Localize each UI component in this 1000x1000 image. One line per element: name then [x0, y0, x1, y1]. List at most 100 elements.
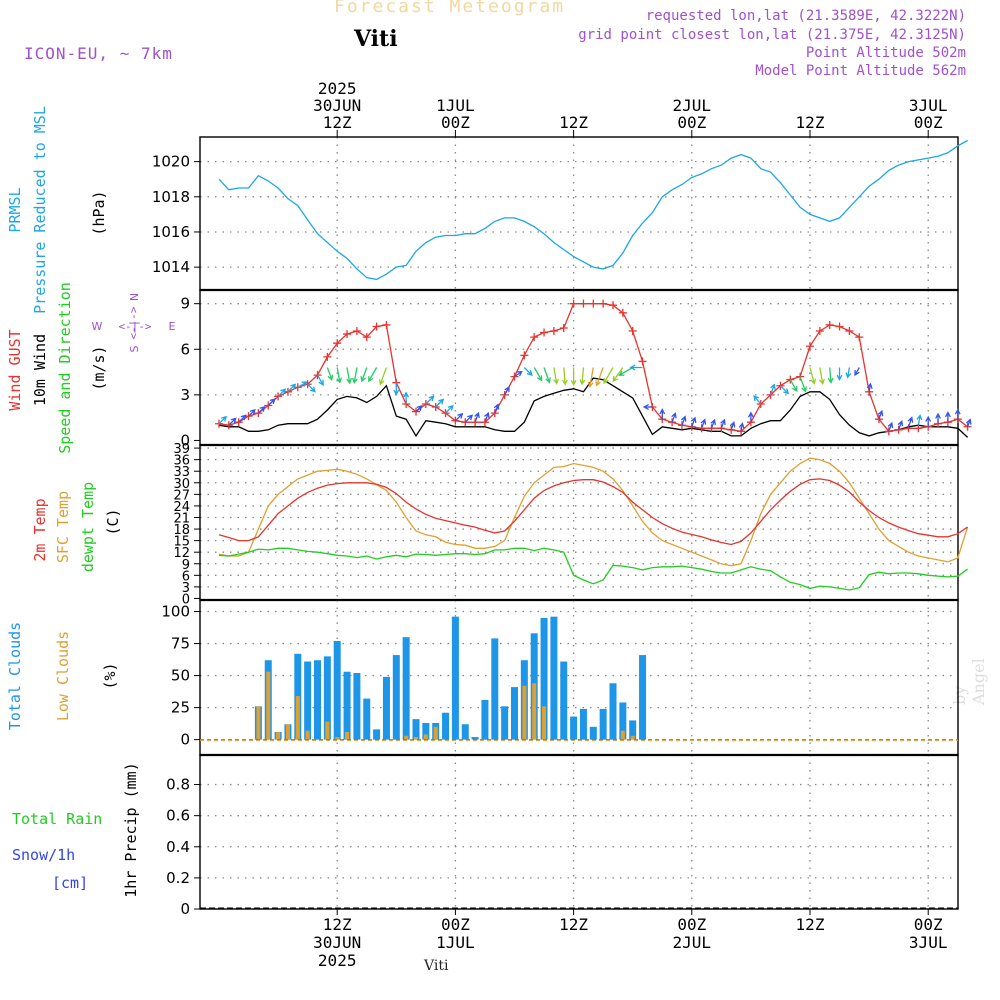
- precip-panel: 0.8 0.6 0.4 0.2 0: [166, 754, 959, 918]
- wind-arrow: [533, 367, 543, 382]
- top-time-label: 00Z: [677, 113, 706, 132]
- sfc-temp-line: [218, 457, 969, 567]
- wind-arrow: [659, 408, 666, 420]
- precip-frame: [199, 754, 959, 910]
- total-cloud-bar: [481, 699, 489, 740]
- dewpt-line: [218, 547, 968, 591]
- wind-arrow: [403, 391, 410, 404]
- wind-arrow: [612, 367, 624, 383]
- low-cloud-bar: [256, 706, 261, 740]
- low-cloud-bar: [325, 721, 330, 740]
- gust-marker: [599, 299, 608, 308]
- gust-marker: [461, 418, 470, 427]
- temp-2m-label: 2m Temp: [31, 498, 49, 561]
- top-time-label: 1JUL: [436, 96, 475, 115]
- low-cloud-bar: [522, 685, 527, 740]
- temp-ytick-label: 6: [182, 569, 190, 584]
- wind-arrow: [642, 404, 653, 410]
- total-cloud-bar: [599, 708, 607, 740]
- temp-ytick-label: 3: [182, 581, 190, 596]
- gust-marker: [362, 333, 371, 342]
- wind-arrow: [789, 379, 798, 393]
- wind-arrow: [561, 367, 568, 386]
- precip-ytick-label: 0.8: [166, 776, 190, 794]
- wind-arrow: [747, 411, 754, 423]
- pressure-label-prmsl: PRMSL: [6, 187, 24, 232]
- total-cloud-bar: [540, 617, 548, 740]
- total-cloud-bar: [501, 706, 509, 740]
- temp-ytick-label: 12: [173, 546, 190, 561]
- wind-arrow: [445, 404, 454, 414]
- wind-arrow: [378, 367, 388, 386]
- total-cloud-bar: [363, 698, 371, 740]
- total-cloud-bar: [343, 671, 351, 740]
- bottom-time-label: 3JUL: [909, 933, 948, 952]
- wind-arrow: [710, 418, 716, 429]
- top-time-label: 2025: [318, 79, 357, 98]
- clouds-ytick-label: 100: [161, 603, 190, 621]
- pressure-ytick-label: 1020: [152, 153, 190, 171]
- total-cloud-bar: [511, 687, 518, 740]
- total-cloud-bar: [589, 726, 597, 740]
- temp-ytick-label: 36: [173, 454, 190, 469]
- total-cloud-bar: [639, 655, 647, 740]
- low-cloud-bar: [295, 696, 300, 740]
- top-time-label: 2JUL: [673, 96, 712, 115]
- gust-marker: [352, 327, 361, 336]
- wind-arrow: [543, 367, 551, 384]
- low-cloud-bar: [414, 737, 418, 740]
- model-altitude: Model Point Altitude 562m: [755, 63, 966, 79]
- gust-marker: [540, 328, 549, 337]
- total-cloud-bar: [451, 616, 459, 740]
- gust-marker: [549, 327, 558, 336]
- wind-arrow: [297, 381, 308, 388]
- gust-marker: [569, 299, 578, 308]
- wind-arrow: [346, 367, 353, 385]
- total-cloud-bar: [442, 712, 450, 740]
- location-title: Viti: [354, 26, 398, 52]
- wind-arrow: [351, 367, 358, 385]
- gust-marker: [845, 327, 854, 336]
- gust-marker: [215, 419, 223, 428]
- clouds-ytick-label: 50: [171, 667, 190, 685]
- low-clouds-label: Low Clouds: [54, 631, 72, 721]
- wind-arrow: [595, 367, 604, 387]
- gust-marker: [884, 427, 893, 436]
- bottom-time-label: 12Z: [559, 915, 588, 934]
- total-cloud-bar: [392, 655, 400, 740]
- bottom-time-label: 00Z: [441, 915, 470, 934]
- temp-ytick-label: 39: [173, 442, 190, 457]
- wind-arrow: [907, 416, 914, 428]
- wind-ytick-label: 3: [180, 386, 190, 404]
- low-cloud-bar: [532, 683, 537, 740]
- total-cloud-bar: [382, 676, 390, 740]
- wind-arrow: [570, 367, 577, 387]
- clouds-unit-label: (%): [101, 662, 119, 689]
- wind-10m-line: [218, 377, 969, 438]
- gust-marker: [618, 308, 627, 317]
- clouds-frame: [199, 599, 959, 756]
- gust-marker: [520, 351, 529, 360]
- gust-marker: [835, 322, 844, 331]
- point-altitude: Point Altitude 502m: [805, 45, 966, 61]
- low-cloud-bar: [345, 731, 350, 740]
- gust-marker: [343, 330, 352, 339]
- bottom-time-label: 00Z: [677, 915, 706, 934]
- total-cloud-bar: [402, 637, 410, 740]
- temp-2m-line: [218, 478, 968, 546]
- top-time-label: 12Z: [323, 113, 352, 132]
- wind-arrow: [553, 367, 559, 385]
- wind-arrow: [965, 418, 972, 428]
- top-time-label: 00Z: [441, 113, 470, 132]
- total-cloud-bar: [323, 656, 331, 740]
- gust-marker: [471, 418, 480, 427]
- gust-marker: [559, 323, 568, 332]
- top-time-label: 00Z: [914, 113, 943, 132]
- gust-marker: [786, 375, 795, 384]
- temp-ytick-label: 18: [173, 523, 190, 538]
- total-cloud-bar: [461, 724, 469, 740]
- low-cloud-bar: [542, 706, 547, 740]
- wind-arrow: [514, 370, 523, 378]
- wind-arrow: [887, 421, 894, 432]
- wind-arrow: [866, 382, 873, 392]
